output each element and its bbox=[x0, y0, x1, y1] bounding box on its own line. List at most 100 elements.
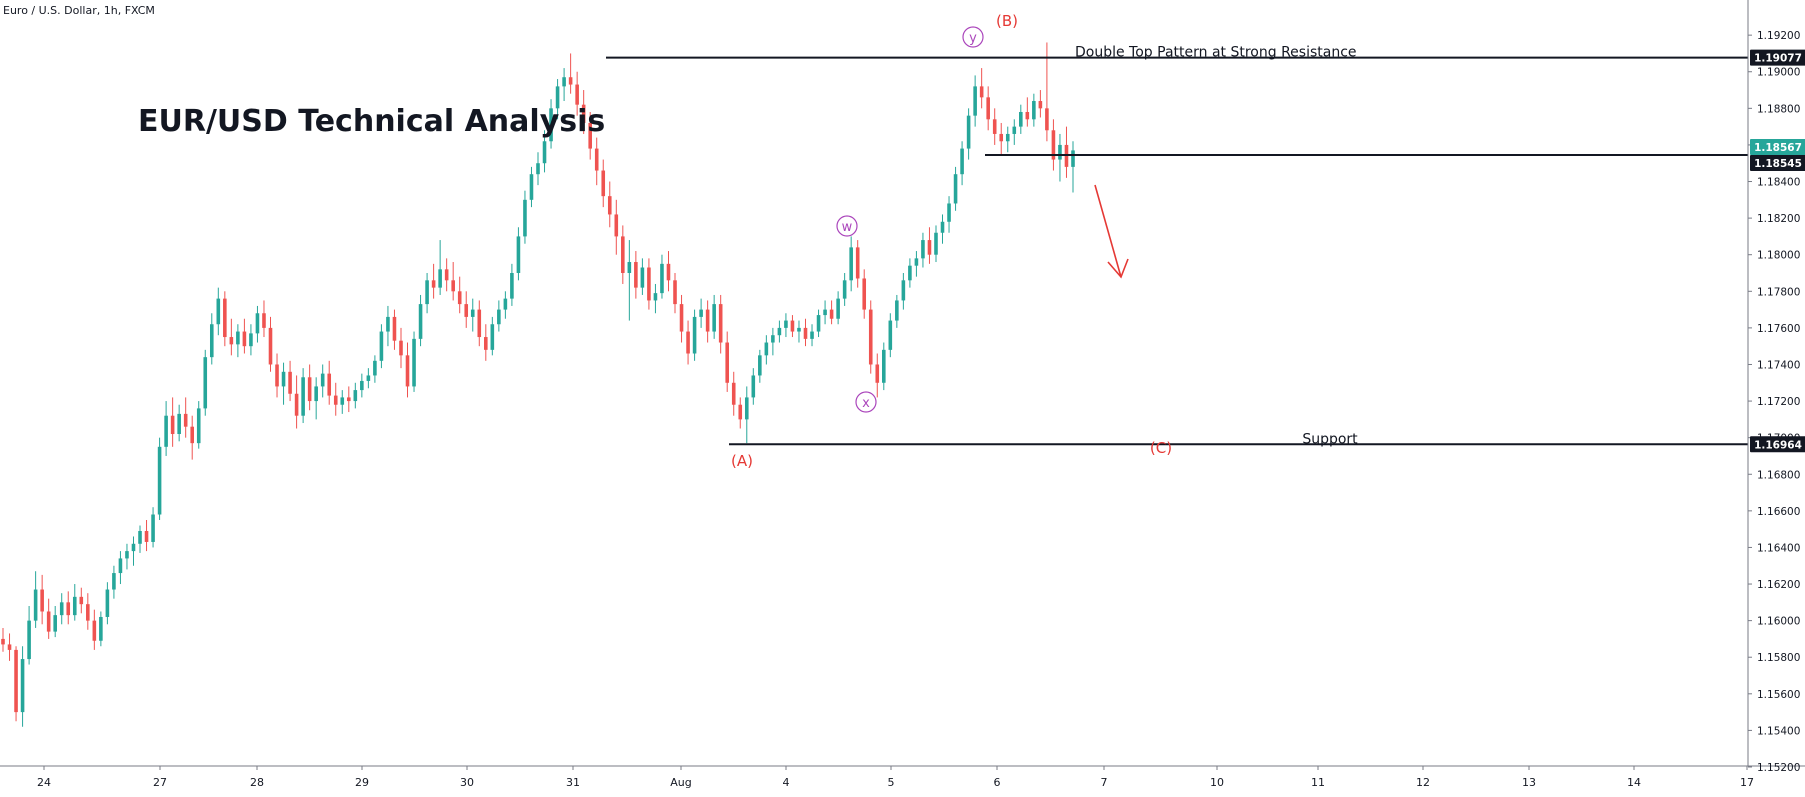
candle-body bbox=[418, 304, 423, 339]
price-badge-box bbox=[1750, 49, 1805, 66]
candle-body bbox=[921, 240, 925, 259]
candle bbox=[699, 298, 703, 328]
candle bbox=[314, 377, 318, 420]
candle-body bbox=[236, 331, 240, 345]
candle-body bbox=[634, 262, 638, 288]
candle bbox=[346, 386, 351, 413]
candle-body bbox=[340, 397, 345, 405]
y-tick-label: 1.16600 bbox=[1757, 506, 1800, 518]
candle bbox=[164, 401, 168, 456]
candle bbox=[92, 609, 97, 650]
candle-body bbox=[797, 327, 801, 332]
candle bbox=[294, 375, 299, 429]
candle-body bbox=[927, 240, 932, 255]
y-tick-label: 1.18000 bbox=[1757, 250, 1800, 262]
y-tick-label: 1.15800 bbox=[1757, 652, 1800, 664]
candle-body bbox=[960, 148, 964, 175]
candle bbox=[46, 598, 51, 639]
candle-body bbox=[196, 408, 201, 444]
candle-body bbox=[895, 300, 899, 321]
candle bbox=[386, 305, 390, 347]
candle-body bbox=[14, 649, 18, 713]
candle bbox=[966, 108, 971, 160]
price-badge: 1.18545 bbox=[1750, 154, 1805, 171]
candle bbox=[744, 386, 749, 444]
candle-body bbox=[242, 331, 247, 347]
candle bbox=[288, 360, 292, 402]
candle bbox=[497, 300, 501, 332]
candle bbox=[614, 199, 619, 255]
candle bbox=[255, 305, 260, 343]
candle-body bbox=[725, 342, 730, 383]
candle bbox=[190, 415, 195, 460]
x-tick-label: 13 bbox=[1522, 776, 1536, 789]
x-tick-label: 12 bbox=[1416, 776, 1430, 789]
candle bbox=[131, 536, 136, 566]
candle bbox=[457, 276, 462, 314]
candle-body bbox=[810, 331, 814, 339]
candle-body bbox=[510, 273, 514, 299]
candle-body bbox=[333, 395, 338, 405]
candle-body bbox=[523, 199, 527, 237]
candle-body bbox=[536, 163, 540, 175]
candle bbox=[849, 236, 853, 292]
candle-body bbox=[973, 86, 977, 116]
candle bbox=[758, 349, 762, 383]
candle-body bbox=[862, 278, 867, 310]
candle bbox=[601, 159, 606, 208]
y-tick-label: 1.19200 bbox=[1757, 30, 1800, 42]
candle-body bbox=[1005, 133, 1010, 142]
candle bbox=[529, 166, 534, 208]
candle bbox=[660, 254, 664, 299]
candle-body bbox=[803, 327, 808, 339]
price-badge-label: 1.18567 bbox=[1754, 142, 1802, 154]
candle bbox=[953, 166, 958, 211]
candle bbox=[947, 196, 951, 233]
candle-body bbox=[294, 393, 299, 416]
candle bbox=[268, 316, 273, 372]
candle-body bbox=[731, 382, 736, 405]
x-tick-label: 17 bbox=[1740, 776, 1754, 789]
candle-body bbox=[542, 141, 547, 164]
candle-body bbox=[151, 514, 155, 542]
candle bbox=[829, 300, 834, 325]
candle bbox=[666, 251, 671, 292]
candle bbox=[686, 320, 690, 365]
candle bbox=[705, 300, 710, 343]
candle bbox=[627, 240, 632, 321]
candle-body bbox=[353, 390, 358, 402]
candle bbox=[392, 309, 397, 350]
candle bbox=[177, 404, 181, 442]
candle-body bbox=[601, 170, 606, 197]
candle-body bbox=[699, 309, 703, 317]
candle-body bbox=[79, 596, 84, 605]
candle bbox=[425, 273, 429, 314]
candle-body bbox=[288, 371, 292, 394]
candle-body bbox=[203, 357, 208, 409]
candle bbox=[653, 283, 658, 314]
candle bbox=[418, 294, 423, 347]
candle-body bbox=[992, 119, 997, 134]
candle-body bbox=[966, 115, 971, 149]
candle-body bbox=[568, 77, 573, 85]
candle bbox=[242, 318, 247, 354]
candle-body bbox=[438, 269, 442, 288]
candle-body bbox=[529, 174, 534, 200]
candle bbox=[151, 507, 155, 548]
candle bbox=[203, 349, 208, 416]
price-badges-layer: 1.19077 1.18567 1.18545 1.16964 bbox=[1750, 49, 1805, 453]
candle-body bbox=[1051, 130, 1056, 160]
candle-body bbox=[425, 280, 429, 305]
candle bbox=[307, 364, 312, 411]
candle bbox=[607, 181, 612, 228]
candle-body bbox=[516, 236, 521, 273]
price-badge-label: 1.18545 bbox=[1754, 158, 1802, 170]
candle-body bbox=[99, 616, 103, 641]
candle bbox=[379, 324, 384, 369]
candle-body bbox=[1012, 126, 1017, 134]
candle-body bbox=[881, 349, 886, 383]
y-tick-label: 1.16800 bbox=[1757, 469, 1800, 481]
candle bbox=[118, 551, 123, 585]
